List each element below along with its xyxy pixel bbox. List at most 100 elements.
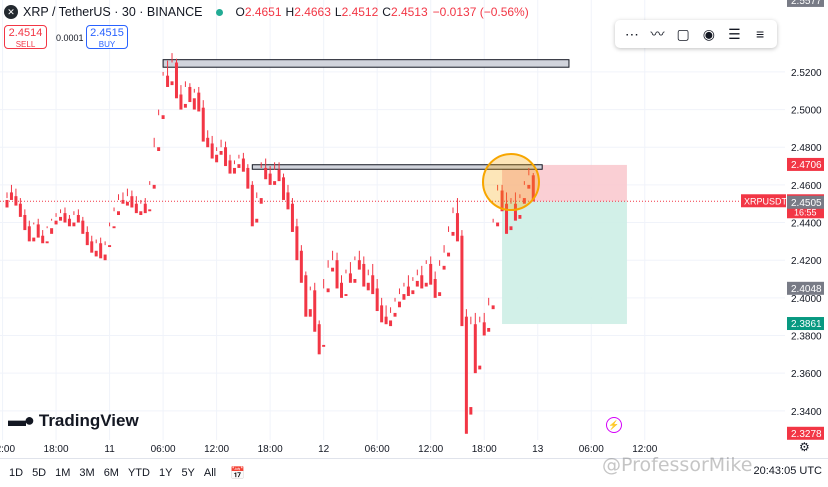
candle [340,282,343,298]
candle [215,154,219,163]
candle [76,215,80,223]
resistance-zone[interactable] [162,59,570,68]
timeframe-6m[interactable]: 6M [103,467,119,479]
price-axis[interactable]: 2.5200 2.5000 2.4800 2.4600 2.4400 2.4200 2.40… [741,0,828,440]
price-tag [787,281,824,295]
spread-value: 0.0001 [56,33,84,43]
candle [161,115,165,119]
time-tick-label: 06:00 [365,444,390,455]
price-tick-label: 2.4800 [791,143,822,154]
candle [397,301,401,308]
lightning-icon[interactable]: ⚡ [606,417,622,433]
rectangle-icon[interactable]: ▢ [676,25,690,42]
resistance-zone[interactable] [251,164,543,170]
candle [433,279,437,298]
timeframe-1d[interactable]: 1D [9,467,24,479]
time-tick-label: 18:00 [258,444,283,455]
candle [59,216,63,221]
timeframe-all[interactable]: All [203,467,217,479]
candle [469,407,473,415]
market-open-dot-icon [216,8,224,16]
candle [45,241,49,244]
timeframe-bar: 1D 5D 1M 3M 6M YTD 1Y 5Y All 📅 [0,458,828,487]
price-tick-label: 2.5200 [791,68,822,79]
candle [513,203,517,221]
candle [353,279,357,283]
time-tick-label: 12 [318,444,330,455]
candle [420,275,424,289]
brand-name: TradingView [38,410,139,430]
eye-icon[interactable]: ◉ [702,25,715,42]
candle [268,173,272,185]
sell-price: 2.4514 [8,27,43,39]
timeframe-ytd[interactable]: YTD [127,467,150,479]
take-profit-zone[interactable] [502,201,627,325]
time-tick-label: 18:00 [472,444,497,455]
candle [482,322,486,336]
ohlc-low: 2.4512 [341,5,379,19]
candle [304,275,308,317]
candle [170,81,174,86]
tradingview-brand: ▬● TradingView [8,410,139,431]
candle [94,250,98,257]
line-chart-icon[interactable]: 〰 [650,26,665,42]
candle [197,92,201,112]
price-tag-label: 2.4048 [791,284,822,295]
time-tick-label: 13 [532,444,544,455]
candle [99,243,103,259]
candle [277,169,281,182]
time-axis[interactable]: 12:00 18:00 11 06:00 12:00 18:00 12 06:00 12:00 1… [0,444,658,455]
calendar-icon[interactable]: 📅 [230,466,246,480]
ellipsis-icon[interactable]: ⋯ [624,25,639,42]
price-axis-bg [787,0,828,440]
price-tag [787,157,824,171]
timeframe-5d[interactable]: 5D [32,467,47,479]
candle [139,211,143,216]
gear-icon[interactable]: ⚙ [799,440,810,454]
buy-label: BUY [98,40,116,49]
sell-button[interactable]: 2.4514 SELL [4,25,47,49]
candle [331,267,335,272]
candle [313,290,317,332]
timeframe-1m[interactable]: 1M [55,467,71,479]
ohlc-change: −0.0137 (−0.56%) [432,5,529,19]
candle [121,199,125,204]
candle [41,235,45,244]
indicator-icon[interactable]: ≡ [756,26,765,42]
time-tick-label: 12:00 [204,444,229,455]
candle [134,203,138,214]
buy-button[interactable]: 2.4515 BUY [86,25,128,49]
overlay-layer [0,153,785,212]
drawing-layer[interactable] [162,59,627,325]
candle [429,263,433,285]
price-tick-label: 2.3600 [791,369,822,380]
price-tag [787,195,824,209]
symbol-title[interactable]: XRP / TetherUS · 30 · BINANCE [23,5,203,19]
candles-layer [5,53,535,434]
timeframe-5y[interactable]: 5Y [181,467,195,479]
candle [527,184,531,189]
candle [81,220,85,234]
timeframe-3m[interactable]: 3M [79,467,95,479]
symbol-tag [741,194,786,208]
candle [112,226,116,229]
candle [366,282,370,291]
candle [125,201,129,206]
price-tag-label: 2.3278 [791,429,822,440]
ohlc-open: 2.4651 [244,5,282,19]
candle [509,226,513,231]
candle [531,175,535,202]
stop-loss-zone[interactable] [502,164,627,202]
candle [85,231,89,246]
candle [237,164,241,168]
price-tick-label: 2.5000 [791,106,822,117]
ohlc-high: 2.4663 [294,5,331,19]
candle [473,324,477,374]
candle [54,220,58,225]
utc-clock[interactable]: 20:43:05 UTC [753,465,822,477]
timeframe-1y[interactable]: 1Y [158,467,173,479]
candle [478,365,482,370]
candle [464,316,468,434]
settings-sliders-icon[interactable]: ☰ [728,25,741,42]
